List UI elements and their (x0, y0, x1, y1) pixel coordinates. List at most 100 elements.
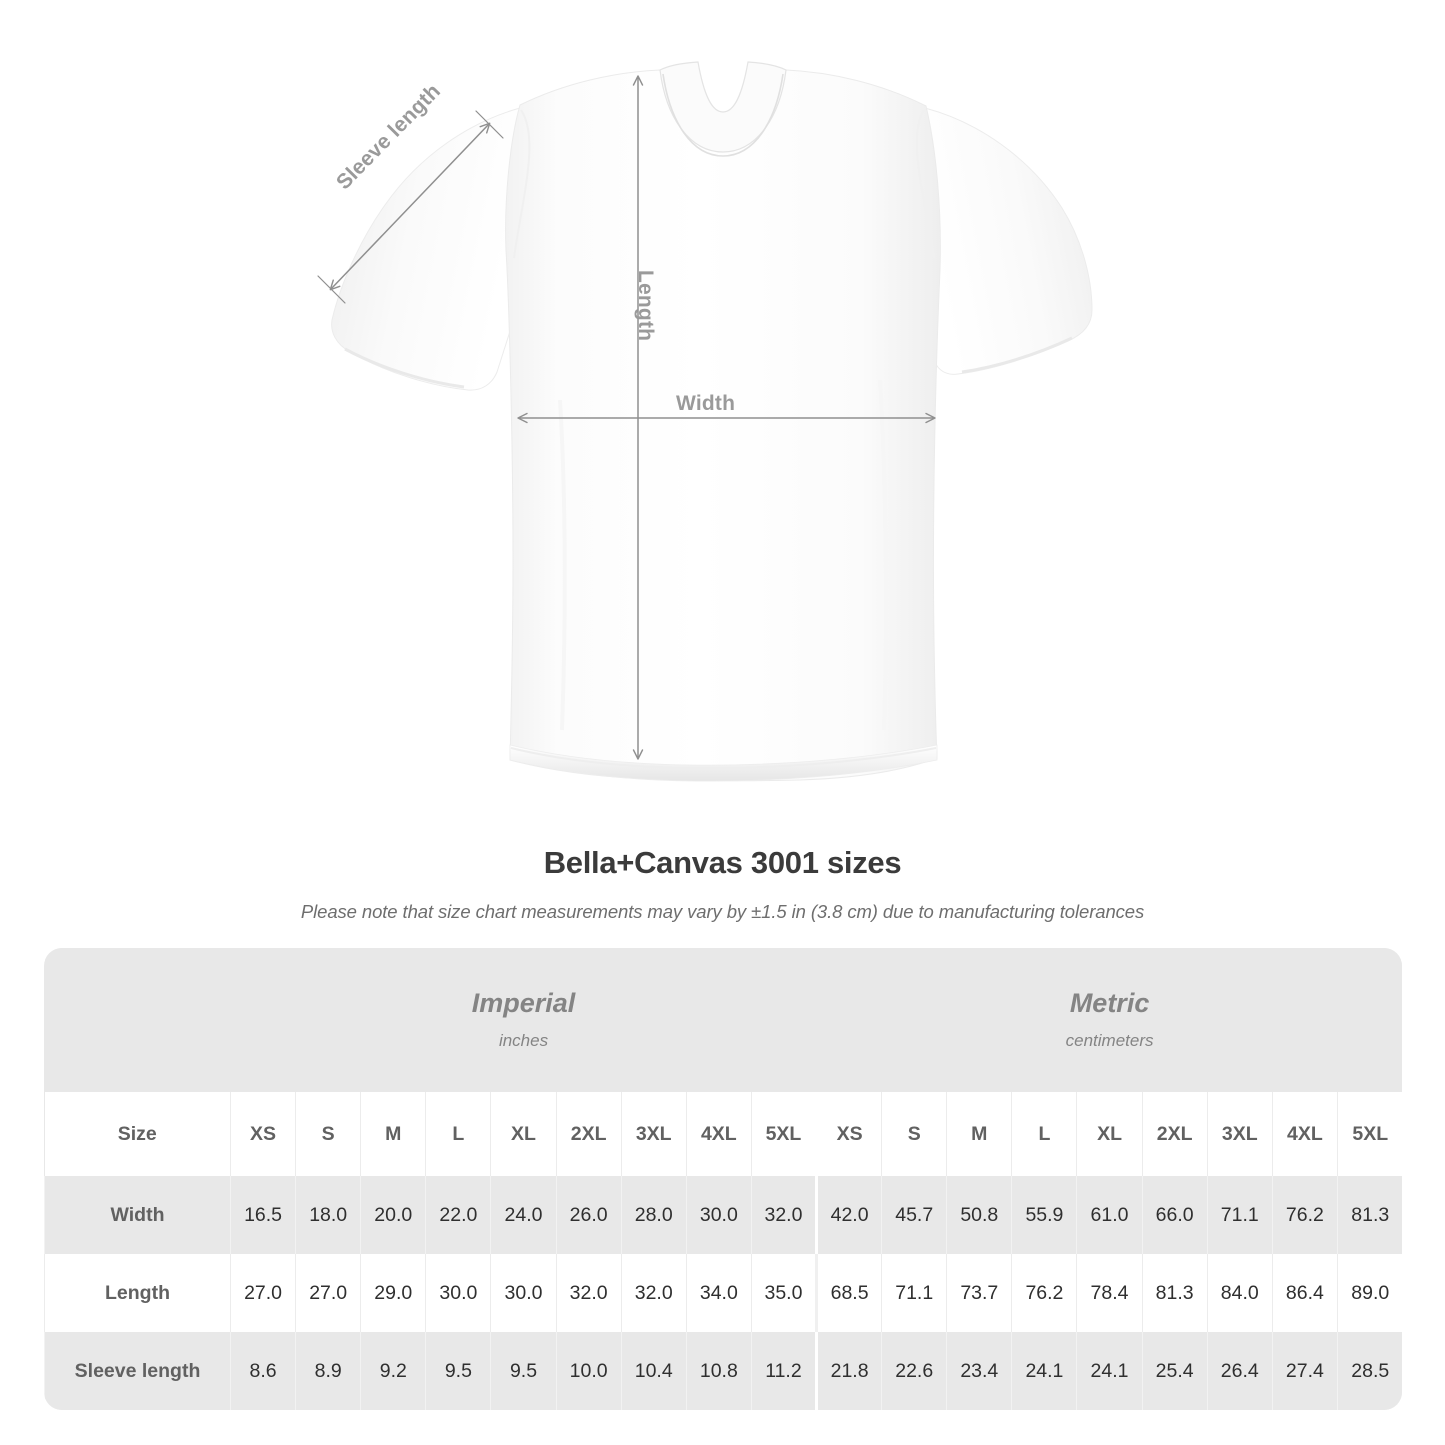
unit-systems-row: Imperial inches Metric centimeters (44, 948, 1402, 1092)
cell-imperial: 28.0 (620, 1176, 687, 1254)
column-header-metric-3xl: 3XL (1206, 1092, 1273, 1176)
cell-imperial: 18.0 (295, 1176, 361, 1254)
cell-metric: 76.2 (1271, 1176, 1338, 1254)
table-body: Width 16.5 18.0 20.0 22.0 24.0 26.0 28.0 30.0 32.… (44, 1176, 1402, 1410)
tolerance-note: Please note that size chart measurements… (300, 901, 1145, 922)
cell-metric: 24.1 (1011, 1332, 1077, 1410)
cell-metric: 28.5 (1336, 1332, 1402, 1410)
width-label: Width (676, 392, 736, 415)
left-shoulder-seam (513, 109, 531, 259)
cell-imperial: 16.5 (229, 1176, 296, 1254)
cell-metric: 55.9 (1011, 1176, 1077, 1254)
cell-imperial: 9.2 (360, 1332, 426, 1410)
cell-imperial: 30.0 (685, 1176, 752, 1254)
sleeve-dimension-line (329, 122, 491, 291)
cell-metric: 76.2 (1011, 1254, 1077, 1332)
cell-metric: 81.3 (1336, 1176, 1402, 1254)
column-header-metric-m: M (946, 1092, 1012, 1176)
table-row: Width 16.5 18.0 20.0 22.0 24.0 26.0 28.0 30.0 32.… (44, 1176, 1402, 1254)
cell-imperial: 10.4 (620, 1332, 687, 1410)
sleeve-tick-start (317, 275, 346, 304)
cell-metric: 71.1 (1206, 1176, 1273, 1254)
cell-metric: 71.1 (881, 1254, 947, 1332)
bottom-hem (509, 744, 938, 782)
dimension-lines (317, 75, 936, 760)
size-chart-table: Imperial inches Metric centimeters Size X… (44, 948, 1402, 1410)
column-header-imperial-2xl: 2XL (555, 1092, 622, 1176)
cell-metric: 78.4 (1076, 1254, 1143, 1332)
size-header-row: Size XS S M L XL 2XL 3XL 4XL 5XL XS S M L XL 2XL 3XL 4XL 5… (44, 1092, 1402, 1176)
cell-metric: 66.0 (1141, 1176, 1208, 1254)
column-header-metric-4xl: 4XL (1271, 1092, 1338, 1176)
cell-metric: 81.3 (1141, 1254, 1208, 1332)
left-sleeve-hem (344, 347, 465, 389)
tshirt-diagram: Sleeve length Length Width (317, 61, 1093, 782)
unit-banner-metric: Metric centimeters (816, 948, 1402, 1092)
right-shoulder-seam (915, 109, 935, 259)
column-header-metric-xl: XL (1076, 1092, 1143, 1176)
page-title: Bella+Canvas 3001 sizes (543, 845, 902, 880)
cell-imperial: 34.0 (685, 1254, 752, 1332)
cell-metric: 23.4 (946, 1332, 1012, 1410)
cell-metric: 73.7 (946, 1254, 1012, 1332)
cell-metric: 22.6 (881, 1332, 947, 1410)
cell-imperial: 10.8 (685, 1332, 752, 1410)
cell-metric: 27.4 (1271, 1332, 1338, 1410)
column-header-imperial-s: S (295, 1092, 361, 1176)
cell-metric: 42.0 (815, 1176, 882, 1254)
column-header-imperial-5xl: 5XL (750, 1092, 817, 1176)
unit-name-imperial: inches (498, 1030, 549, 1050)
cell-metric: 26.4 (1206, 1332, 1273, 1410)
unit-system-name-imperial: Imperial (471, 987, 576, 1018)
cell-imperial: 32.0 (750, 1176, 817, 1254)
cell-imperial: 11.2 (750, 1332, 817, 1410)
cell-imperial: 32.0 (555, 1254, 622, 1332)
unit-banner-imperial: Imperial inches (230, 948, 817, 1092)
cell-imperial: 30.0 (490, 1254, 557, 1332)
fabric-fold-1 (558, 399, 567, 731)
collar-inner-shadow (662, 73, 784, 157)
collar (659, 61, 787, 153)
column-header-metric-xs: XS (815, 1092, 882, 1176)
row-label-length: Length (44, 1254, 231, 1332)
unit-system-name-metric: Metric (1069, 987, 1150, 1018)
table-head: Imperial inches Metric centimeters Size X… (44, 948, 1402, 1176)
cell-imperial: 29.0 (360, 1254, 426, 1332)
cell-imperial: 10.0 (555, 1332, 622, 1410)
row-label-width: Width (44, 1176, 231, 1254)
tshirt-shape (331, 61, 1093, 782)
column-header-metric-2xl: 2XL (1141, 1092, 1208, 1176)
column-header-imperial-xs: XS (229, 1092, 296, 1176)
column-header-metric-5xl: 5XL (1336, 1092, 1402, 1176)
cell-imperial: 27.0 (295, 1254, 361, 1332)
cell-imperial: 24.0 (490, 1176, 557, 1254)
cell-metric: 21.8 (815, 1332, 882, 1410)
unit-name-metric: centimeters (1065, 1030, 1154, 1050)
column-header-imperial-l: L (425, 1092, 491, 1176)
cell-imperial: 8.9 (295, 1332, 361, 1410)
cell-metric: 25.4 (1141, 1332, 1208, 1410)
cell-imperial: 8.6 (229, 1332, 296, 1410)
column-header-imperial-xl: XL (490, 1092, 557, 1176)
cell-imperial: 26.0 (555, 1176, 622, 1254)
sleeve-tick-end (475, 110, 504, 139)
size-chart-table-container: Imperial inches Metric centimeters Size X… (44, 948, 1402, 1410)
unit-banner-spacer (44, 948, 231, 1092)
cell-imperial: 35.0 (750, 1254, 817, 1332)
cell-metric: 45.7 (881, 1176, 947, 1254)
bottom-hem-line (510, 747, 937, 770)
cell-imperial: 9.5 (425, 1332, 491, 1410)
cell-metric: 86.4 (1271, 1254, 1338, 1332)
cell-imperial: 9.5 (490, 1332, 557, 1410)
column-header-metric-s: S (881, 1092, 947, 1176)
right-sleeve (921, 107, 1093, 375)
right-sleeve-hem (961, 336, 1073, 374)
title-block: Bella+Canvas 3001 sizes Please note that… (0, 845, 1445, 923)
cell-metric: 89.0 (1336, 1254, 1402, 1332)
column-header-size: Size (44, 1092, 231, 1176)
row-label-sleeve-length: Sleeve length (44, 1332, 231, 1410)
cell-imperial: 32.0 (620, 1254, 687, 1332)
table-row: Length 27.0 27.0 29.0 30.0 30.0 32.0 32.0 34.0 35… (44, 1254, 1402, 1332)
table-row: Sleeve length 8.6 8.9 9.2 9.5 9.5 10.0 10.4 10.8… (44, 1332, 1402, 1410)
cell-metric: 24.1 (1076, 1332, 1143, 1410)
